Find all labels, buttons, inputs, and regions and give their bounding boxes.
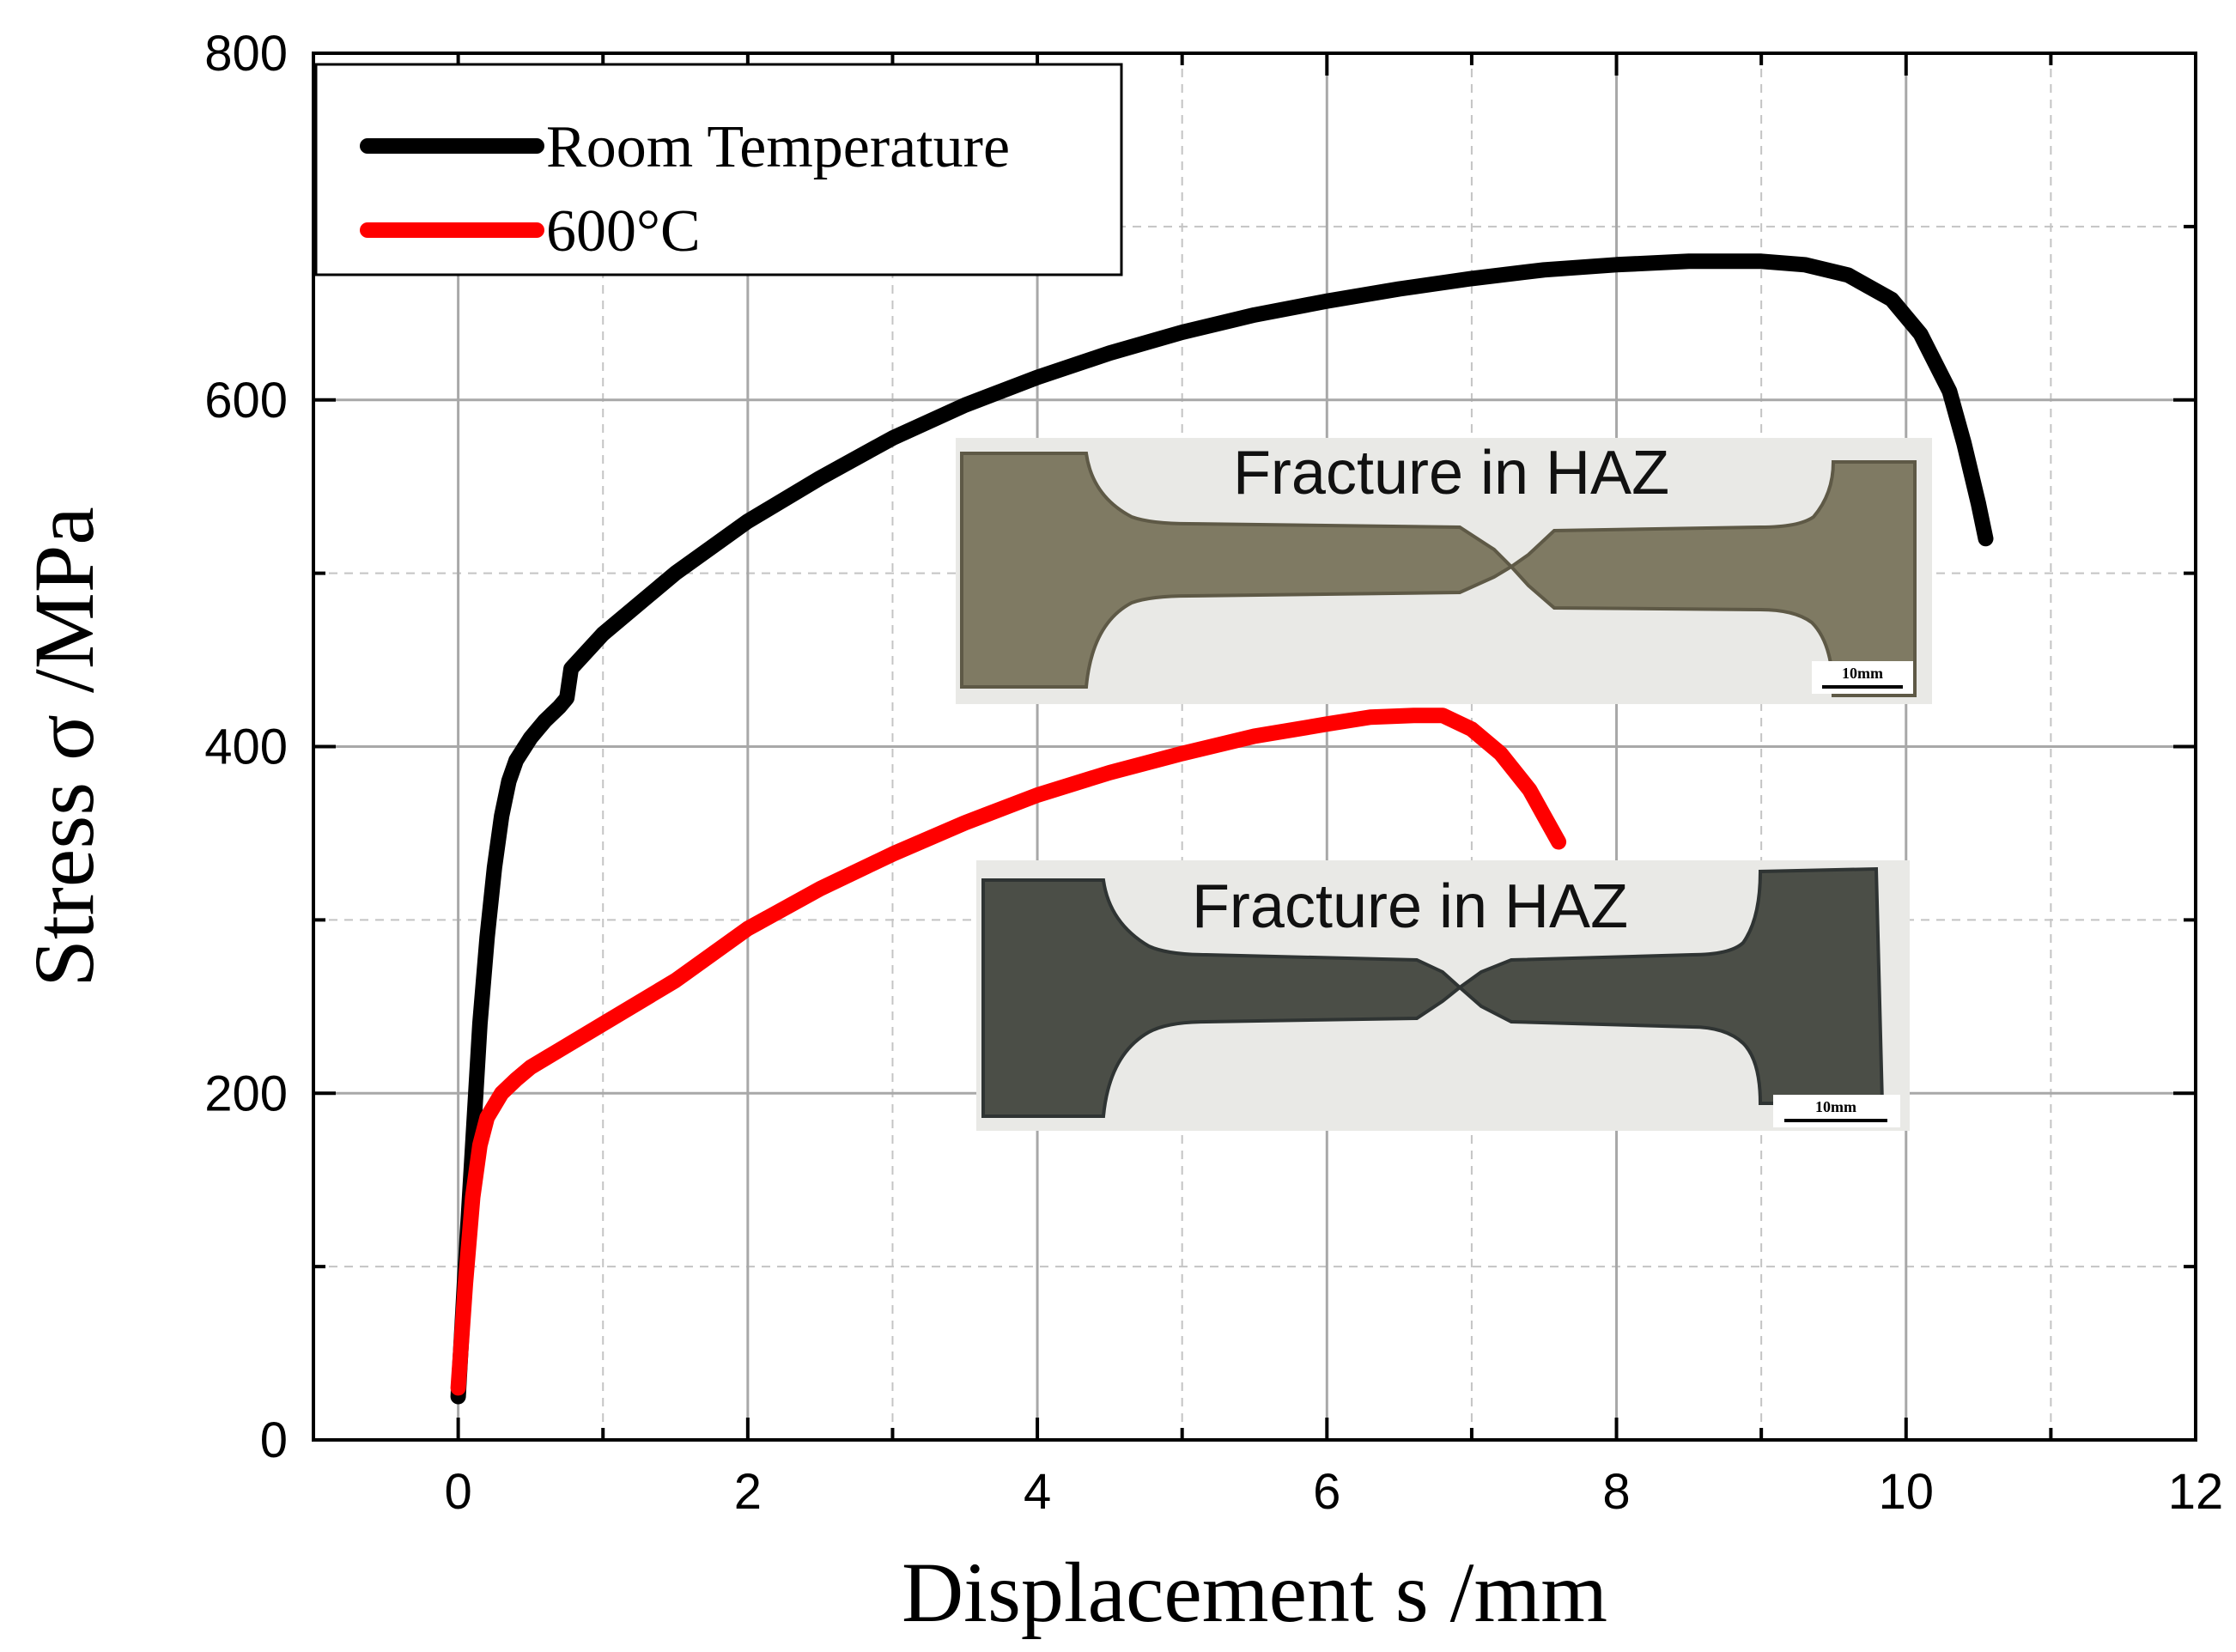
legend-label-600c: 600°C	[546, 198, 701, 264]
legend-label-room-temperature: Room Temperature	[546, 114, 1010, 180]
fracture-photo-room-temperature: 10mm Fracture in HAZ	[956, 438, 1932, 704]
inset-title: Fracture in HAZ	[1192, 872, 1628, 941]
y-tick-label: 800	[204, 26, 288, 82]
legend-box	[314, 63, 1123, 276]
x-axis-title: Displacement s /mm	[902, 1545, 1607, 1640]
room-temperature-line	[450, 253, 1994, 1405]
y-tick-label: 600	[204, 373, 288, 428]
y-axis-title: Stress σ /MPa	[16, 507, 112, 987]
y-axis: 0 200 400 600 800	[204, 26, 2196, 1468]
x-axis: 0 2 4 6 8 10 12	[312, 53, 2224, 1520]
x-tick-label: 2	[734, 1464, 762, 1520]
scale-bar-label: 10mm	[1815, 1098, 1856, 1115]
y-tick-label: 200	[204, 1066, 288, 1121]
x-tick-label: 12	[2168, 1464, 2224, 1520]
scale-bar-label: 10mm	[1842, 665, 1883, 682]
legend: Room Temperature 600°C	[314, 63, 1123, 276]
x-tick-label: 6	[1313, 1464, 1340, 1520]
y-tick-label: 0	[260, 1412, 288, 1468]
y-tick-label: 400	[204, 720, 288, 775]
x-tick-label: 8	[1602, 1464, 1630, 1520]
specimen-shape	[981, 866, 1885, 1118]
x-tick-label: 0	[444, 1464, 471, 1520]
specimen-shape	[960, 452, 1917, 697]
inset-title: Fracture in HAZ	[1233, 439, 1669, 507]
600c-line	[450, 708, 1567, 1396]
x-tick-label: 10	[1879, 1464, 1935, 1520]
x-tick-label: 4	[1024, 1464, 1051, 1520]
fracture-photo-600c: 10mm Fracture in HAZ	[976, 860, 1910, 1131]
